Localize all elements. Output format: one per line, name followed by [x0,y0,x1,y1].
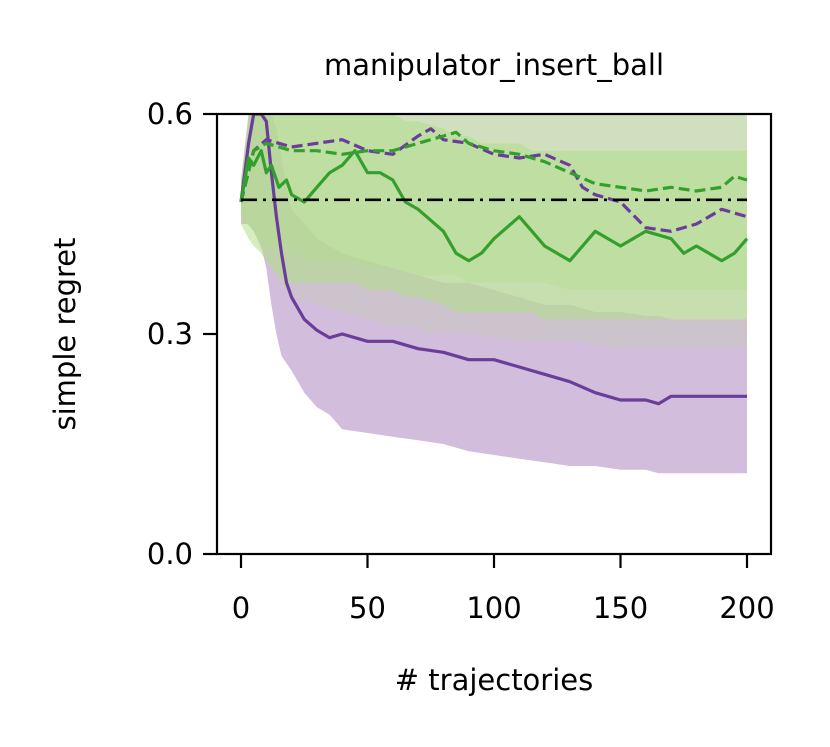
series-3-line [239,149,749,263]
y-axis-ticks: 0.0 0.3 0.6 [147,97,217,571]
y-tick-label: 0.0 [147,537,193,571]
series-lines [239,114,749,406]
series-3-band [241,114,747,320]
y-tick-label: 0.3 [147,317,193,351]
chart-title: manipulator_insert_ball [324,48,664,82]
x-tick-label: 200 [719,591,774,625]
x-tick-label: 50 [349,591,386,625]
x-tick-label: 0 [232,591,250,625]
x-tick-label: 150 [593,591,648,625]
x-axis-label: # trajectories [395,663,593,697]
x-tick-label: 100 [466,591,521,625]
confidence-bands [241,114,747,474]
series-4-line [239,130,748,203]
x-axis-ticks: 0 50 100 150 200 [232,554,775,625]
y-tick-label: 0.6 [147,97,193,131]
y-axis-label: simple regret [48,238,82,431]
series-1-line [239,114,747,406]
